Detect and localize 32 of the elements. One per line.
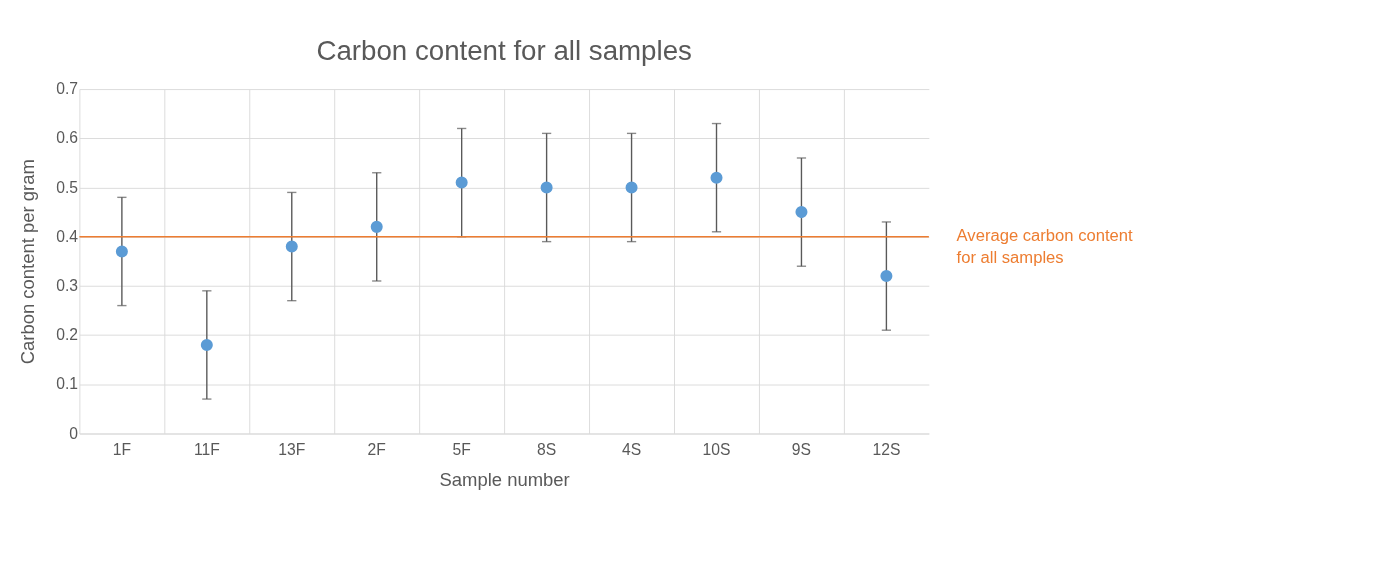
chart-title: Carbon content for all samples bbox=[316, 35, 692, 67]
y-tick-label: 0.1 bbox=[56, 375, 79, 393]
point bbox=[710, 171, 723, 184]
x-tick-label: 9S bbox=[791, 441, 812, 459]
y-tick-label: 0.5 bbox=[56, 178, 79, 196]
y-tick-label: 0.2 bbox=[56, 326, 79, 344]
x-tick-label: 5F bbox=[452, 441, 471, 459]
x-tick-label: 13F bbox=[278, 441, 306, 459]
point bbox=[540, 181, 553, 194]
y-axis-title: Carbon content per gram bbox=[17, 159, 39, 365]
x-tick-label: 11F bbox=[193, 441, 220, 459]
point bbox=[285, 240, 298, 253]
x-tick-label: 2F bbox=[367, 441, 386, 459]
point bbox=[200, 338, 213, 351]
point bbox=[115, 245, 128, 258]
y-tick-label: 0.3 bbox=[56, 276, 79, 294]
x-tick-label: 1F bbox=[112, 441, 132, 459]
y-tick-label: 0.7 bbox=[56, 80, 79, 98]
y-tick-label: 0.6 bbox=[56, 129, 79, 147]
ref-line-label: Average carbon content for all samples bbox=[956, 226, 1134, 268]
point bbox=[625, 181, 638, 194]
x-tick-label: 10S bbox=[702, 441, 731, 459]
x-axis-title: Sample number bbox=[439, 468, 570, 490]
y-tick-label: 0 bbox=[69, 424, 79, 442]
point bbox=[370, 220, 383, 233]
point bbox=[455, 176, 468, 189]
x-tick-label: 4S bbox=[621, 441, 642, 459]
point bbox=[880, 270, 893, 283]
y-tick-label: 0.4 bbox=[56, 227, 79, 245]
x-tick-label: 12S bbox=[872, 441, 901, 459]
point bbox=[795, 206, 808, 219]
x-tick-label: 8S bbox=[537, 441, 557, 459]
